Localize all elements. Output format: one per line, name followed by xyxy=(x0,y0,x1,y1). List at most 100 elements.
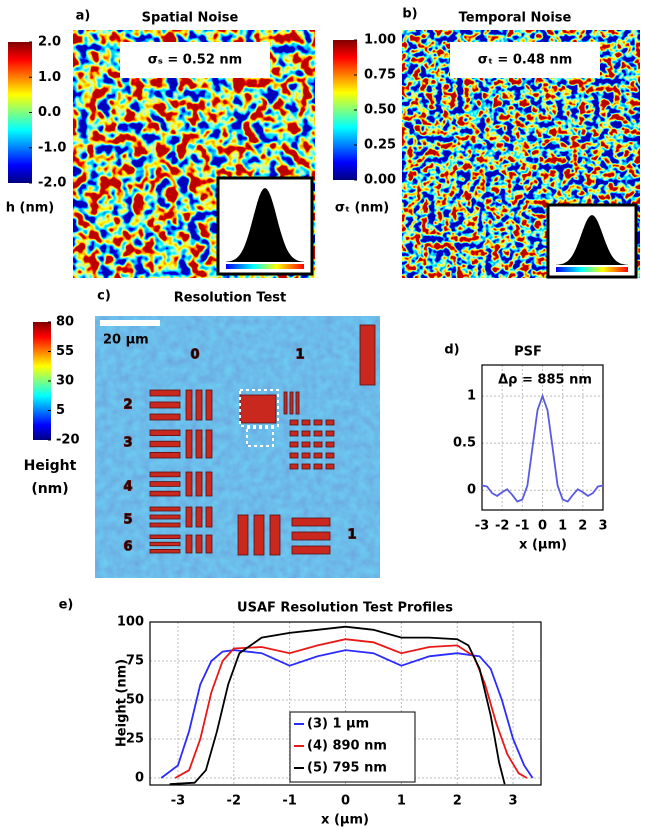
x-tick-label: 1 xyxy=(397,794,406,809)
target-bar xyxy=(149,471,181,478)
target-bar xyxy=(237,514,249,556)
target-digit: 2 xyxy=(123,398,132,413)
target-bar xyxy=(205,389,213,421)
target-bar xyxy=(185,389,193,421)
target-bar xyxy=(289,463,299,470)
target-bar xyxy=(205,506,213,528)
legend-label: (4) 890 nm xyxy=(307,739,387,754)
colorbar-label: h (nm) xyxy=(6,201,54,216)
panel-title: USAF Resolution Test Profiles xyxy=(237,601,453,616)
target-digit: 4 xyxy=(123,480,132,495)
target-bar xyxy=(301,419,311,426)
panel-title: PSF xyxy=(514,345,542,360)
y-axis-label: Height (nm) xyxy=(115,659,130,747)
colorbar xyxy=(33,322,51,440)
histogram xyxy=(556,215,628,265)
series-line xyxy=(174,638,528,779)
series-line xyxy=(169,625,506,786)
roi-box xyxy=(246,427,274,447)
colorbar-tick-label: 1.00 xyxy=(364,33,396,48)
target-bar xyxy=(149,440,181,448)
annotation: σₜ = 0.48 nm xyxy=(478,53,573,68)
panel-label: d) xyxy=(444,343,459,358)
colorbar-tick-label: 1.0 xyxy=(38,70,61,85)
colorbar-tick-label: 2.0 xyxy=(38,35,61,50)
annotation: Δρ = 885 nm xyxy=(498,373,592,388)
plot-frame xyxy=(149,621,542,786)
scale-bar xyxy=(100,320,160,326)
x-axis-label: x (µm) xyxy=(321,813,369,828)
legend: (3) 1 µm (4) 890 nm (5) 795 nm xyxy=(289,711,416,783)
target-bar xyxy=(269,514,281,556)
x-tick-label: 3 xyxy=(598,519,607,534)
target-bar xyxy=(301,441,311,448)
series-line xyxy=(481,393,604,503)
panel-label: b) xyxy=(402,7,417,22)
target-bar xyxy=(149,534,181,539)
target-bar xyxy=(149,549,181,554)
colorbar-tick-label: -2.0 xyxy=(38,176,66,191)
y-tick-label: 50 xyxy=(126,692,144,707)
colorbar-tick-label: 0.25 xyxy=(364,138,396,153)
target-bar xyxy=(149,481,181,487)
target-bar xyxy=(301,463,311,470)
target-digit: 6 xyxy=(123,540,132,555)
colorbar-tick-label: 80 xyxy=(56,315,74,330)
target-bar xyxy=(289,430,299,437)
colorbar xyxy=(8,42,32,183)
target-bar xyxy=(301,452,311,459)
target-bar xyxy=(149,413,181,421)
x-tick-label: -1 xyxy=(282,794,296,809)
annotation: σₛ = 0.52 nm xyxy=(148,53,242,68)
target-bar xyxy=(291,545,331,555)
target-bar xyxy=(149,506,181,512)
scale-bar-label: 20 µm xyxy=(103,333,149,348)
colorbar-label-box: Height (nm) xyxy=(24,458,77,497)
series-line xyxy=(160,649,534,779)
colorbar-tick-label: 55 xyxy=(56,344,74,359)
legend-label: (5) 795 nm xyxy=(307,761,387,776)
target-digit: 1 xyxy=(347,528,356,543)
roi-box xyxy=(239,389,279,427)
colorbar-tick-label: -1.0 xyxy=(38,140,66,155)
x-tick-label: -2 xyxy=(495,519,509,534)
x-tick-label: -1 xyxy=(515,519,529,534)
x-tick-label: -3 xyxy=(475,519,489,534)
target-bar xyxy=(149,490,181,497)
x-tick-label: 2 xyxy=(453,794,462,809)
target-digit: 1 xyxy=(295,348,304,363)
target-bar xyxy=(149,451,181,459)
target-bar xyxy=(149,429,181,436)
y-tick-label: 0 xyxy=(135,770,144,785)
colorbar-tick-label: -20 xyxy=(56,433,80,448)
target-bar xyxy=(283,391,288,415)
y-tick-label: 25 xyxy=(126,731,144,746)
target-bar xyxy=(239,394,277,424)
histogram-colorbar xyxy=(556,267,628,272)
legend-box xyxy=(289,711,416,783)
target-bar xyxy=(149,401,181,409)
target-bar xyxy=(325,452,335,459)
image-panel: b) Temporal Noise σₜ = 0.48 nm 1.00 0.75 0.50… xyxy=(333,7,640,279)
target-bar xyxy=(195,429,203,459)
panel-title: Temporal Noise xyxy=(459,11,572,26)
annotation-box xyxy=(450,42,600,78)
x-tick-label: 3 xyxy=(509,794,518,809)
image-panel: a) Spatial Noise σₛ = 0.52 nm 2.0 1.0 0.0 -1.0… xyxy=(6,9,315,278)
colorbar-tick-label: 30 xyxy=(56,374,74,389)
target-bar xyxy=(289,391,294,415)
panel-label: e) xyxy=(59,598,74,613)
colorbar-tick-label: 0.50 xyxy=(364,103,396,118)
y-tick-label: 0.5 xyxy=(453,436,476,451)
colorbar xyxy=(333,40,357,180)
target-bar xyxy=(149,514,181,520)
colorbar-tick-label: 5 xyxy=(56,403,65,418)
target-bar xyxy=(289,419,299,426)
colorbar-label: σₜ (nm) xyxy=(335,201,389,216)
target-bar xyxy=(149,541,181,547)
target-bar xyxy=(149,522,181,528)
target-bar xyxy=(185,534,193,554)
y-tick-label: 1 xyxy=(467,389,476,404)
